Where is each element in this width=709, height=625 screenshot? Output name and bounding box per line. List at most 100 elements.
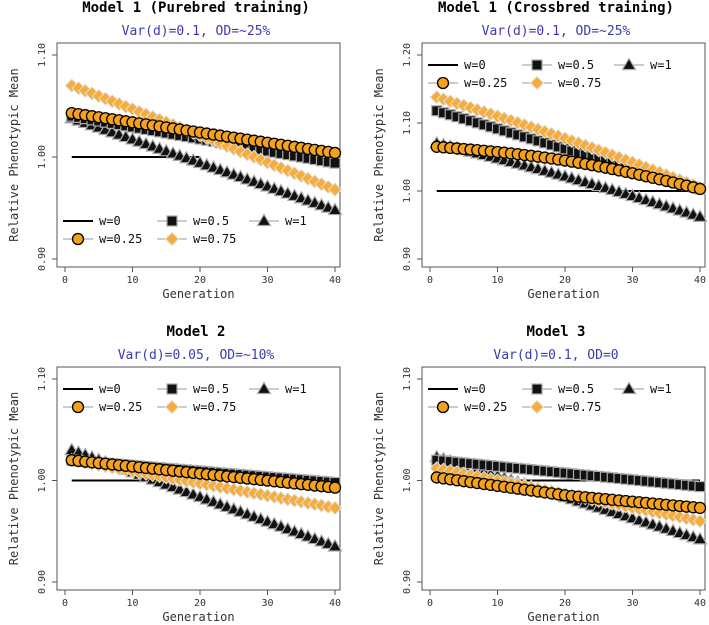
legend-item: w=0.5 xyxy=(522,58,594,72)
y-tick-label: 0.90 xyxy=(37,247,48,271)
legend-item: w=1 xyxy=(614,57,672,72)
legend-marker xyxy=(164,399,180,415)
legend-item: w=0 xyxy=(63,214,121,228)
data-point xyxy=(327,500,343,516)
y-tick-label: 1.10 xyxy=(37,367,48,391)
legend-marker xyxy=(164,231,180,247)
legend: w=0 w=0.5 w=1 w=0.25 w=0.75 xyxy=(63,381,307,415)
x-axis-label: Generation xyxy=(162,610,234,624)
x-tick-label: 40 xyxy=(694,275,706,286)
legend-item: w=0.5 xyxy=(157,382,229,396)
data-point xyxy=(327,538,343,552)
x-tick-label: 10 xyxy=(126,275,138,286)
legend-item: w=0.5 xyxy=(522,382,594,396)
legend-marker xyxy=(621,57,637,71)
plot-frame xyxy=(421,42,706,268)
data-point xyxy=(693,182,707,196)
data-point xyxy=(692,531,708,545)
x-tick-label: 30 xyxy=(626,275,638,286)
plot-frame xyxy=(421,366,706,591)
legend-item: w=0.75 xyxy=(522,399,601,415)
legend-item: w=0.25 xyxy=(63,232,142,246)
data-point xyxy=(328,146,342,160)
legend-item: w=0 xyxy=(428,58,486,72)
legend: w=0 w=0.5 w=1 w=0.25 w=0.75 xyxy=(428,57,672,91)
y-axis-label: Relative Phenotypic Mean xyxy=(7,68,21,241)
y-tick-label: 1.10 xyxy=(37,43,48,67)
x-tick-label: 10 xyxy=(126,598,138,609)
legend-label: w=1 xyxy=(650,58,672,72)
series-w-0-25 xyxy=(65,106,342,160)
x-tick-label: 30 xyxy=(261,275,273,286)
legend-label: w=1 xyxy=(650,382,672,396)
x-tick-label: 0 xyxy=(62,598,68,609)
legend-marker xyxy=(436,76,450,90)
legend-marker xyxy=(621,381,637,395)
legend-label: w=0 xyxy=(464,382,486,396)
x-tick-label: 20 xyxy=(559,598,571,609)
chart-panel-4: Model 3 Var(d)=0.1, OD=0 0 10 20 30 40 0.90 1.00… xyxy=(372,324,708,624)
data-point xyxy=(329,157,341,169)
data-point xyxy=(327,202,343,216)
y-tick-label: 1.00 xyxy=(402,468,413,492)
x-tick-label: 10 xyxy=(491,275,503,286)
y-tick-label: 0.90 xyxy=(402,247,413,271)
legend-item: w=0.75 xyxy=(522,75,601,91)
chart-title: Model 3 xyxy=(526,324,585,340)
x-tick-label: 0 xyxy=(427,598,433,609)
legend-label: w=0.5 xyxy=(558,58,594,72)
legend-marker xyxy=(531,383,543,395)
y-tick-label: 1.00 xyxy=(37,145,48,169)
x-tick-label: 20 xyxy=(194,598,206,609)
legend-marker xyxy=(166,383,178,395)
chart-subtitle: Var(d)=0.1, OD=0 xyxy=(493,348,618,363)
x-tick-label: 30 xyxy=(626,598,638,609)
legend-label: w=0.75 xyxy=(558,400,601,414)
data-point xyxy=(694,480,706,493)
chart-title: Model 1 (Crossbred training) xyxy=(438,0,674,16)
y-tick-label: 1.00 xyxy=(37,468,48,492)
data-point xyxy=(327,182,343,197)
legend-marker xyxy=(166,215,178,227)
x-tick-label: 10 xyxy=(491,598,503,609)
chart-subtitle: Var(d)=0.1, OD=~25% xyxy=(482,24,631,39)
legend-marker xyxy=(531,59,543,71)
chart-panel-2: Model 1 (Crossbred training) Var(d)=0.1, … xyxy=(372,0,708,301)
legend-marker xyxy=(529,399,545,415)
legend-label: w=0.75 xyxy=(558,76,601,90)
chart-panel-3: Model 2 Var(d)=0.05, OD=~10% 0 10 20 30 40 0.90… xyxy=(7,324,343,624)
x-tick-label: 30 xyxy=(261,598,273,609)
legend-item: w=0.25 xyxy=(63,400,142,414)
legend-label: w=0.25 xyxy=(464,400,507,414)
legend-item: w=1 xyxy=(249,381,307,396)
legend-label: w=0.25 xyxy=(99,232,142,246)
legend-label: w=1 xyxy=(285,214,307,228)
legend-marker xyxy=(256,381,272,395)
x-tick-label: 20 xyxy=(559,275,571,286)
x-tick-label: 40 xyxy=(329,598,341,609)
y-tick-label: 1.10 xyxy=(402,111,413,135)
series-w-0-5 xyxy=(431,454,706,493)
data-point xyxy=(692,209,708,222)
y-axis-label: Relative Phenotypic Mean xyxy=(7,392,21,565)
chart-title: Model 2 xyxy=(166,324,225,340)
legend-item: w=1 xyxy=(614,381,672,396)
x-tick-label: 0 xyxy=(427,275,433,286)
x-tick-label: 20 xyxy=(194,275,206,286)
legend-label: w=1 xyxy=(285,382,307,396)
legend-item: w=0.5 xyxy=(157,214,229,228)
legend-label: w=0.75 xyxy=(193,232,236,246)
legend-label: w=0 xyxy=(464,58,486,72)
y-tick-label: 1.00 xyxy=(402,179,413,203)
legend-marker xyxy=(436,400,450,414)
chart-subtitle: Var(d)=0.1, OD=~25% xyxy=(122,24,271,39)
chart-subtitle: Var(d)=0.05, OD=~10% xyxy=(118,348,275,363)
chart-panel-1: Model 1 (Purebred training) Var(d)=0.1, O… xyxy=(7,0,343,301)
legend-label: w=0.5 xyxy=(193,214,229,228)
y-tick-label: 1.10 xyxy=(402,367,413,391)
legend-marker xyxy=(256,213,272,227)
series-w-0-25 xyxy=(430,140,707,196)
y-axis-label: Relative Phenotypic Mean xyxy=(372,392,386,565)
y-tick-label: 0.90 xyxy=(37,570,48,594)
